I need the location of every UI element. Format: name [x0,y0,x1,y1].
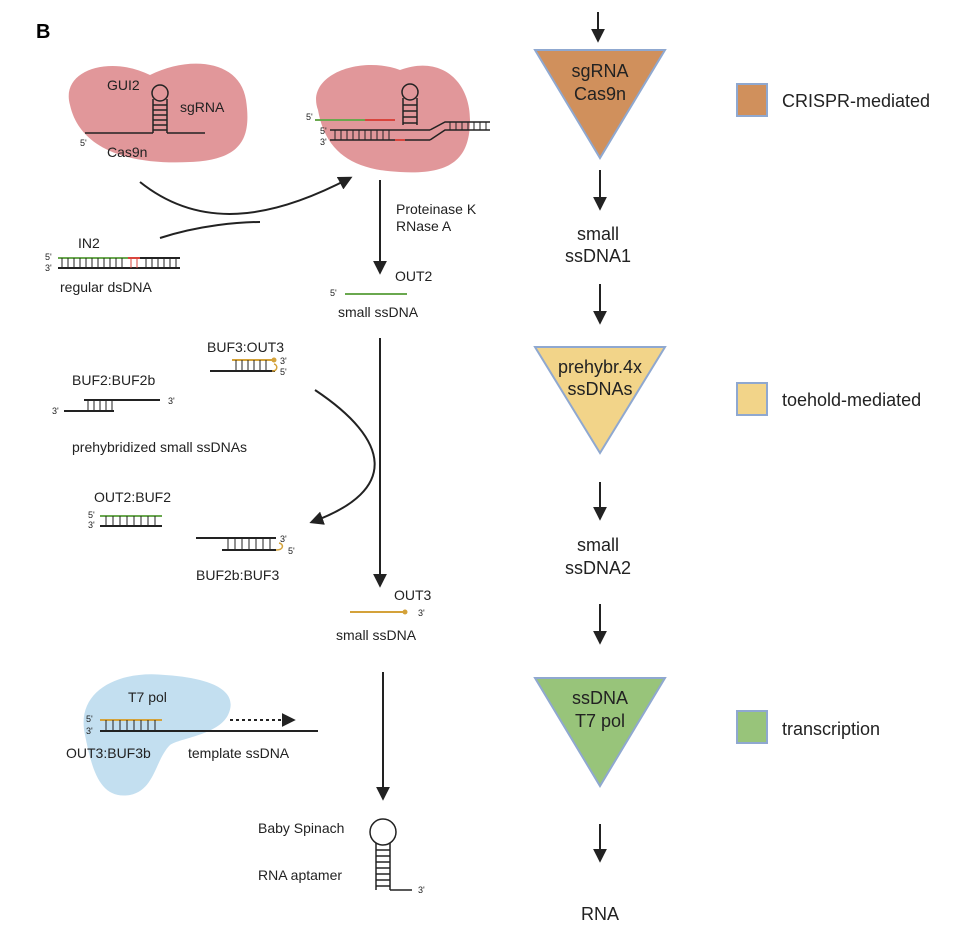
tri1-line1: sgRNA [571,61,628,81]
buf2b-buf3-duplex: 3' 5' BUF2b:BUF3 [196,534,295,583]
cas9n-complex-initial: GUI2 sgRNA Cas9n 5' [68,63,248,163]
cas9n-blob-bound [316,64,470,173]
gui2-label: GUI2 [107,77,140,93]
out2-label: OUT2 [395,268,433,284]
legend-toehold: toehold-mediated [736,382,921,416]
panel-letter: B [36,21,50,43]
t7-pol-blob [83,674,231,796]
buf2b-buf3-five-prime: 5' [288,546,295,556]
sgrna-hairpin-bound [401,83,419,125]
buf2-buf2b-duplex: BUF2:BUF2b 3' 3' [52,372,175,416]
bound-three-prime: 3' [320,137,327,147]
curve-in2-join [159,221,261,239]
regular-dsdna-label: regular dsDNA [60,279,152,295]
baby-spinach-label: Baby Spinach [258,820,344,836]
in2-label: IN2 [78,235,100,251]
out3-strand-end [402,609,408,615]
triangle-crispr [533,49,667,160]
legend-swatch-crispr [736,83,768,117]
buf2-three-prime: 3' [168,396,175,406]
step1-line1: small [577,224,619,244]
small-ssdna-label-1: small ssDNA [338,304,419,320]
buf3-out3-duplex: BUF3:OUT3 3' 5' [207,339,287,377]
legend-label-transcription: transcription [782,719,880,739]
template-ssdna-label: template ssDNA [188,745,290,761]
buf3-out3-label: BUF3:OUT3 [207,339,284,355]
curve-arrow-binding [139,176,353,215]
buf2b-buf3-three-prime: 3' [280,534,287,544]
triangle-toehold [533,346,667,455]
step2-line2: ssDNA2 [565,558,631,578]
step1-line2: ssDNA1 [565,246,631,266]
aptamer-three-prime: 3' [418,885,425,895]
t7-pol-complex: T7 pol 5' 3' OUT3:BUF3b template ssDNA [66,674,318,796]
cas9n-label: Cas9n [107,144,147,160]
tri2-line2: ssDNAs [567,379,632,399]
legend-label-crispr: CRISPR-mediated [782,91,930,111]
out2-buf2-label: OUT2:BUF2 [94,489,171,505]
in2-five-prime: 5' [45,252,52,262]
out3-three-prime: 3' [418,608,425,618]
buf2b-buf3-label: BUF2b:BUF3 [196,567,279,583]
prehybridized-label: prehybridized small ssDNAs [72,439,247,455]
out3-buf3b-label: OUT3:BUF3b [66,745,151,761]
tri1-line2: Cas9n [574,84,626,104]
cas9n-complex-bound: 5' 5' 3' [306,64,490,173]
rna-aptamer-label: RNA aptamer [258,867,342,883]
buf2-buf2b-label: BUF2:BUF2b [72,372,155,388]
legend-crispr: CRISPR-mediated [736,83,930,117]
sgrna-hairpin [85,84,205,134]
step2-line1: small [577,535,619,555]
triangle-transcription [533,677,667,788]
proteinase-k-label: Proteinase K [396,201,477,217]
tri2-line1: prehybr.4x [558,357,642,377]
t7-pol-label: T7 pol [128,689,167,705]
small-ssdna-label-2: small ssDNA [336,627,417,643]
legend-swatch-toehold [736,382,768,416]
legend-transcription: transcription [736,710,880,744]
out2-buf2-duplex: OUT2:BUF2 5' 3' [88,489,171,530]
legend-swatch-transcription [736,710,768,744]
out3-label: OUT3 [394,587,432,603]
buf2b-three-prime: 3' [52,406,59,416]
t7-three-prime: 3' [86,726,93,736]
in2-three-prime: 3' [45,263,52,273]
baby-spinach-aptamer: Baby Spinach RNA aptamer 3' [258,818,425,895]
bound-five-prime-a: 5' [306,112,313,122]
output-rna-label: RNA [581,904,619,924]
legend-label-toehold: toehold-mediated [782,390,921,410]
buf3-five-prime: 5' [280,367,287,377]
t7-five-prime: 5' [86,714,93,724]
in2-dsdna: IN2 5' 3' regular dsDNA [45,235,180,295]
out2-buf2-three-prime: 3' [88,520,95,530]
buf3-three-prime: 3' [280,356,287,366]
sgrna-label: sgRNA [180,99,225,115]
cas9n-blob [68,63,248,163]
out2-five-prime: 5' [330,288,337,298]
bound-five-prime-b: 5' [320,126,327,136]
out2-buf2-five-prime: 5' [88,510,95,520]
five-prime-label: 5' [80,138,87,148]
tri3-line2: T7 pol [575,711,625,731]
rnase-a-label: RNase A [396,218,452,234]
tri3-line1: ssDNA [572,688,628,708]
curve-arrow-exchange [309,389,376,525]
